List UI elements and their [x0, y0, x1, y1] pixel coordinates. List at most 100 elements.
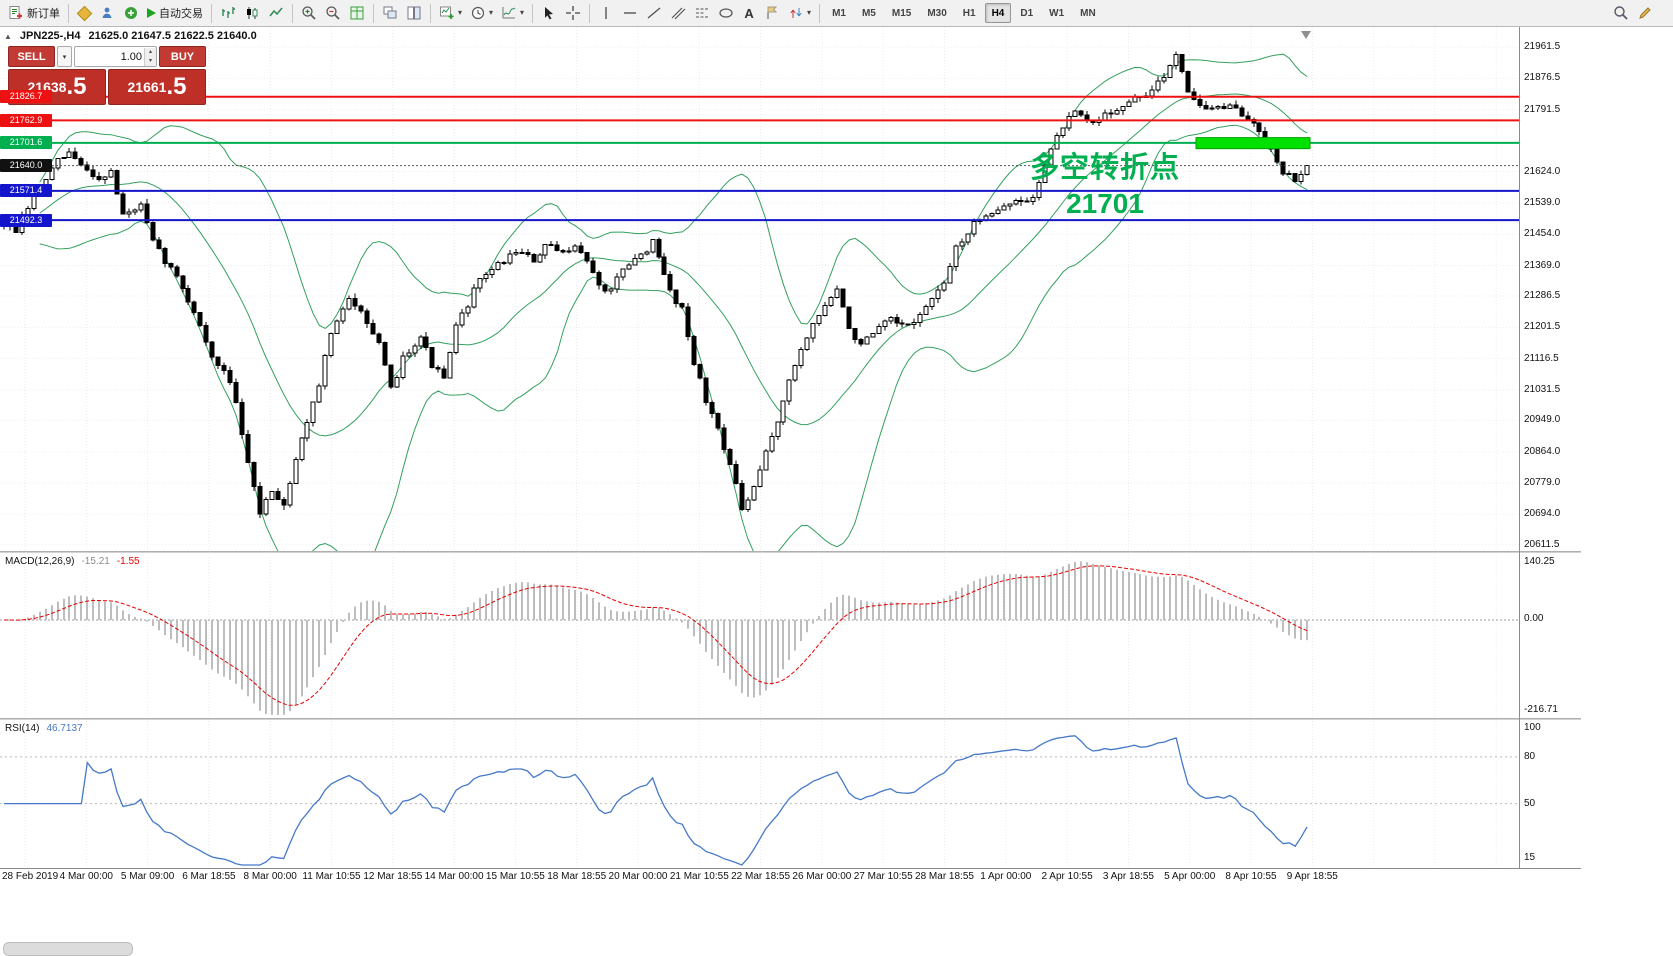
separator — [532, 3, 534, 23]
crosshair-icon — [566, 6, 581, 20]
separator — [589, 3, 591, 23]
date-label: 8 Mar 00:00 — [243, 871, 297, 882]
timeframe-m15[interactable]: M15 — [885, 3, 918, 23]
timeframe-m30[interactable]: M30 — [920, 3, 953, 23]
date-label: 14 Mar 00:00 — [424, 871, 484, 882]
rsi-pane[interactable] — [0, 721, 1519, 866]
volume-field[interactable]: 1.00 ▴ ▾ — [74, 46, 157, 67]
fibonacci-button[interactable] — [690, 2, 714, 24]
toolbar-right-group — [1609, 2, 1657, 24]
y-axis-tick: 20694.0 — [1524, 508, 1561, 520]
terminal-button[interactable] — [119, 2, 143, 24]
tile-windows-button[interactable] — [345, 2, 369, 24]
crosshair-button[interactable] — [561, 2, 585, 24]
market-watch-button[interactable] — [73, 2, 95, 24]
horizontal-line-button[interactable] — [618, 2, 642, 24]
chevron-down-icon: ▾ — [62, 53, 67, 61]
y-axis-tick: 21791.5 — [1524, 103, 1561, 115]
cascade-windows-button[interactable] — [378, 2, 402, 24]
main-chart[interactable] — [0, 27, 1519, 552]
periods-button[interactable]: ▾ — [466, 2, 497, 24]
pane-splitter[interactable] — [0, 718, 1581, 720]
macd-axis-label: 0.00 — [1524, 613, 1544, 624]
search-button[interactable] — [1609, 2, 1633, 24]
date-label: 18 Mar 18:55 — [547, 871, 607, 882]
rsi-axis-label: 100 — [1524, 722, 1541, 733]
text-tool-icon: A — [744, 5, 754, 21]
arrange-windows-icon — [407, 6, 421, 20]
zoom-out-button[interactable] — [321, 2, 345, 24]
date-label: 28 Mar 18:55 — [915, 871, 974, 882]
sell-button[interactable]: SELL — [8, 46, 55, 67]
timeframe-h1[interactable]: H1 — [956, 3, 983, 23]
annotation-title: 多空转折点 — [1029, 152, 1180, 184]
volume-increase-button[interactable]: ▴ — [145, 47, 156, 57]
label-tool-button[interactable] — [760, 2, 784, 24]
symbol-period-label: JPN225-,H4 — [19, 30, 81, 42]
arrange-windows-button[interactable] — [402, 2, 426, 24]
volume-steppers: ▴ ▾ — [144, 47, 156, 66]
buy-price-main: 21661 — [127, 79, 167, 95]
timeframe-h4[interactable]: H4 — [984, 3, 1012, 23]
chevron-down-icon: ▾ — [458, 8, 463, 17]
rsi-axis-label: 50 — [1524, 797, 1536, 809]
timeframe-d1[interactable]: D1 — [1013, 3, 1040, 23]
text-tool-button[interactable]: A — [738, 2, 760, 24]
timeframe-mn[interactable]: MN — [1073, 3, 1103, 23]
channel-button[interactable] — [666, 2, 690, 24]
buy-price-button[interactable]: 21661 .5 — [108, 69, 206, 105]
new-order-button[interactable]: 新订单 — [4, 2, 64, 24]
volume-value: 1.00 — [120, 50, 142, 63]
volume-dropdown-button[interactable]: ▾ — [57, 46, 72, 67]
chart-line-icon — [269, 7, 283, 17]
autotrading-label: 自动交易 — [159, 8, 203, 20]
y-axis-tick: 20611.5 — [1524, 538, 1560, 550]
pane-splitter[interactable] — [0, 551, 1581, 553]
cursor-button[interactable] — [537, 2, 561, 24]
date-label: 3 Apr 18:55 — [1102, 871, 1154, 882]
date-label: 2 Apr 10:55 — [1041, 871, 1093, 882]
new-chart-button[interactable]: ▾ — [435, 2, 466, 24]
date-label: 4 Mar 00:00 — [59, 871, 113, 882]
chart-candles-button[interactable] — [240, 2, 264, 24]
buy-button[interactable]: BUY — [159, 46, 206, 67]
trendline-button[interactable] — [642, 2, 666, 24]
date-label: 15 Mar 10:55 — [485, 871, 545, 882]
date-label: 11 Mar 10:55 — [302, 871, 361, 882]
autotrading-button[interactable]: 自动交易 — [143, 2, 207, 24]
timeframe-m1[interactable]: M1 — [825, 3, 853, 23]
sell-price-pips: .5 — [66, 73, 87, 100]
zoom-in-icon — [302, 6, 316, 20]
timeframe-group: M1 M5 M15 M30 H1 H4 D1 W1 MN — [824, 3, 1104, 23]
macd-axis-label: -216.71 — [1524, 704, 1558, 715]
ellipse-icon — [719, 8, 733, 18]
sell-price-button[interactable]: 21638 .5 — [8, 69, 106, 105]
shapes-button[interactable] — [714, 2, 738, 24]
timeframe-m5[interactable]: M5 — [855, 3, 883, 23]
vertical-line-button[interactable] — [594, 2, 618, 24]
chart-candles-icon — [247, 7, 258, 19]
volume-decrease-button[interactable]: ▾ — [145, 56, 156, 66]
sell-price-main: 21638 — [27, 79, 67, 95]
status-fragment — [3, 942, 133, 956]
separator — [430, 3, 431, 23]
chart-line-button[interactable] — [264, 2, 288, 24]
indicators-button[interactable]: ▾ — [497, 2, 528, 24]
separator — [292, 3, 293, 23]
macd-pane[interactable] — [0, 554, 1519, 719]
separator — [68, 3, 69, 23]
separator — [819, 3, 821, 23]
chevron-down-icon: ▾ — [520, 8, 525, 17]
new-order-icon — [9, 6, 22, 19]
chart-bars-button[interactable] — [216, 2, 240, 24]
timeframe-w1[interactable]: W1 — [1042, 3, 1071, 23]
price-axis-border — [1519, 27, 1520, 868]
navigator-button[interactable] — [95, 2, 119, 24]
zoom-in-button[interactable] — [297, 2, 321, 24]
y-axis-tick: 21876.5 — [1524, 72, 1561, 84]
edit-button[interactable] — [1633, 2, 1657, 24]
pivot-annotation: 多空转折点 21701 — [1010, 144, 1200, 220]
separator — [373, 3, 374, 23]
arrow-tools-button[interactable]: ▾ — [784, 2, 815, 24]
play-icon — [147, 8, 156, 18]
